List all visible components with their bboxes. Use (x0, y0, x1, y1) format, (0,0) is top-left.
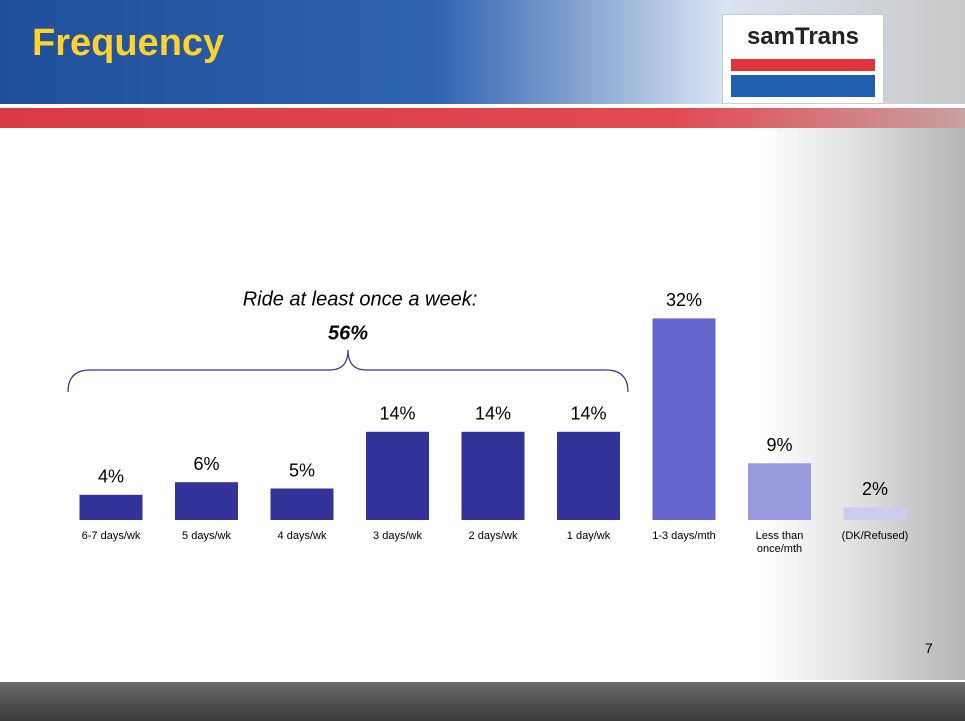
value-label: 9% (766, 435, 792, 455)
value-label: 5% (289, 460, 315, 480)
value-label: 14% (570, 404, 606, 424)
x-tick-label: 1 day/wk (543, 530, 635, 543)
x-tick-label: Less than once/mth (734, 530, 826, 556)
bar (271, 489, 334, 521)
annotation-value: 56% (328, 322, 368, 344)
bar (653, 318, 716, 520)
bar (462, 432, 525, 520)
x-tick-label: 4 days/wk (256, 530, 348, 543)
bar (366, 432, 429, 520)
x-tick-label: 1-3 days/mth (638, 530, 730, 543)
value-label: 4% (98, 467, 124, 487)
value-label: 14% (379, 404, 415, 424)
value-label: 32% (666, 290, 702, 310)
slide: Frequency samTrans Ride at least once a … (0, 0, 965, 721)
bar (175, 482, 238, 520)
bar (748, 463, 811, 520)
value-label: 2% (862, 479, 888, 499)
page-number: 7 (925, 640, 933, 656)
value-label: 14% (475, 404, 511, 424)
bar (844, 507, 907, 520)
footer-bar (0, 682, 965, 721)
bar (80, 495, 143, 520)
x-tick-label: (DK/Refused) (829, 530, 921, 543)
annotation-text: Ride at least once a week: (243, 288, 478, 310)
brace (68, 350, 628, 392)
x-tick-label: 3 days/wk (352, 530, 444, 543)
chart: Ride at least once a week: 56% 4% 6% 5% 14%… (0, 0, 965, 721)
x-tick-label: 6-7 days/wk (65, 530, 157, 543)
value-label: 6% (193, 454, 219, 474)
bar (557, 432, 620, 520)
x-tick-label: 2 days/wk (447, 530, 539, 543)
x-tick-label: 5 days/wk (161, 530, 253, 543)
